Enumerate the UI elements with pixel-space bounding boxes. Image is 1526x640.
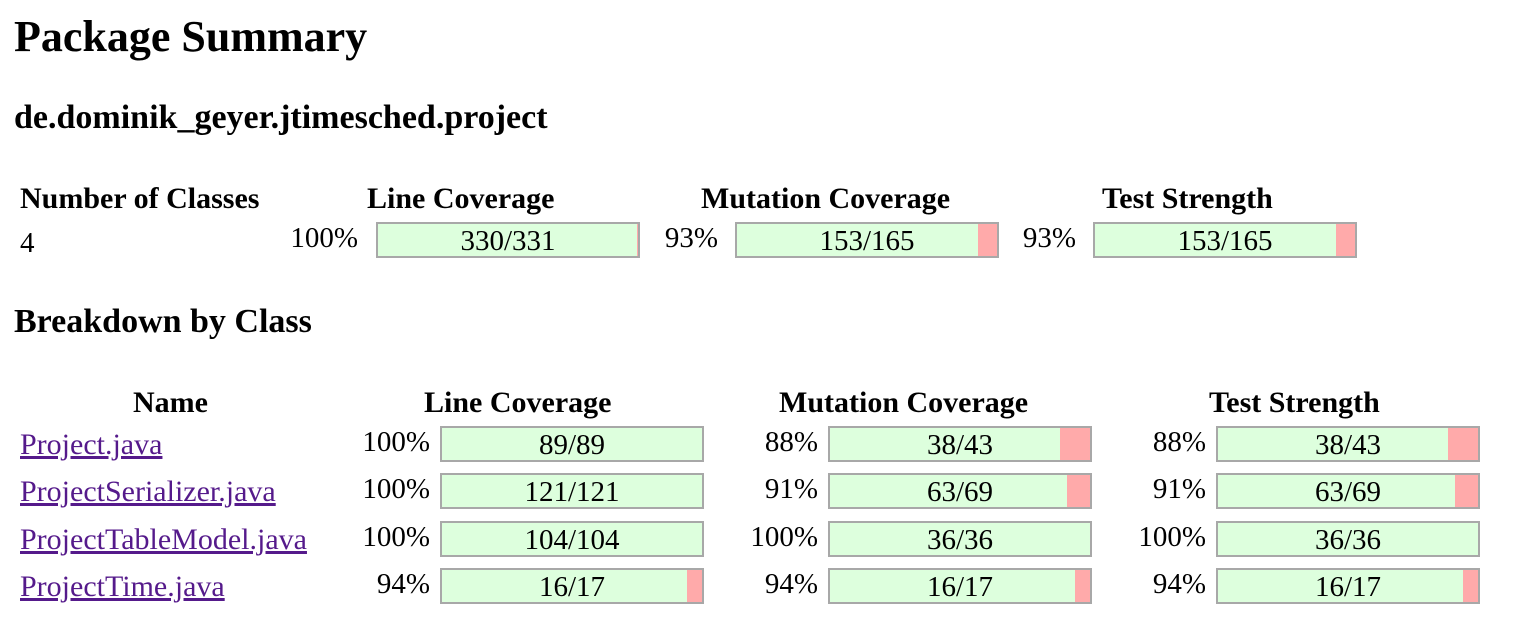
strength-coverage-bar-fill [1218, 570, 1463, 602]
breakdown-header-strength: Test Strength [1209, 386, 1380, 419]
summary-strength-bar: 153/165 [1093, 222, 1357, 258]
strength-coverage-bar: 36/36 [1216, 521, 1480, 557]
mutation-coverage-bar-label: 63/69 [926, 476, 994, 508]
line-coverage-bar-fill [442, 570, 687, 602]
line-coverage-pct: 100% [362, 521, 430, 553]
summary-class-count: 4 [20, 227, 35, 259]
class-link[interactable]: Project.java [20, 428, 163, 461]
mutation-coverage-bar: 36/36 [828, 521, 1092, 557]
summary-header-line: Line Coverage [367, 182, 555, 215]
strength-coverage-bar-label: 38/43 [1314, 429, 1382, 461]
summary-line-bar-fill [378, 224, 638, 256]
mutation-coverage-bar-fill [830, 523, 1090, 555]
class-link[interactable]: ProjectTime.java [20, 570, 225, 603]
line-coverage-pct: 94% [376, 568, 430, 600]
summary-strength-bar-label: 153/165 [1177, 225, 1273, 257]
strength-coverage-bar-label: 36/36 [1314, 524, 1382, 556]
strength-coverage-bar-fill [1218, 475, 1456, 507]
class-link[interactable]: ProjectTableModel.java [20, 523, 307, 556]
line-coverage-bar: 16/17 [440, 568, 704, 604]
strength-coverage-pct: 100% [1138, 521, 1206, 553]
mutation-coverage-pct: 94% [764, 568, 818, 600]
line-coverage-bar-label: 121/121 [524, 476, 620, 508]
summary-line-bar: 330/331 [376, 222, 640, 258]
mutation-coverage-bar-fill [830, 475, 1068, 507]
page-title: Package Summary [14, 12, 368, 61]
strength-coverage-bar-label: 63/69 [1314, 476, 1382, 508]
mutation-coverage-pct: 91% [764, 473, 818, 505]
summary-mutation-pct: 93% [664, 222, 718, 254]
mutation-coverage-bar: 16/17 [828, 568, 1092, 604]
line-coverage-bar-fill [442, 475, 702, 507]
mutation-coverage-bar-fill [830, 428, 1060, 460]
mutation-coverage-bar-label: 36/36 [926, 524, 994, 556]
line-coverage-pct: 100% [362, 426, 430, 458]
summary-strength-pct: 93% [1022, 222, 1076, 254]
line-coverage-bar: 121/121 [440, 473, 704, 509]
strength-coverage-pct: 88% [1152, 426, 1206, 458]
strength-coverage-bar: 63/69 [1216, 473, 1480, 509]
line-coverage-bar-fill [442, 523, 702, 555]
strength-coverage-pct: 94% [1152, 568, 1206, 600]
strength-coverage-bar: 16/17 [1216, 568, 1480, 604]
summary-mutation-bar-fill [737, 224, 979, 256]
summary-header-classes: Number of Classes [20, 182, 260, 215]
mutation-coverage-bar: 38/43 [828, 426, 1092, 462]
line-coverage-bar: 89/89 [440, 426, 704, 462]
mutation-coverage-pct: 100% [750, 521, 818, 553]
mutation-coverage-pct: 88% [764, 426, 818, 458]
strength-coverage-bar-fill [1218, 428, 1448, 460]
summary-header-strength: Test Strength [1102, 182, 1273, 215]
strength-coverage-bar-label: 16/17 [1314, 571, 1382, 603]
mutation-coverage-bar-label: 38/43 [926, 429, 994, 461]
mutation-coverage-bar: 63/69 [828, 473, 1092, 509]
summary-mutation-bar: 153/165 [735, 222, 999, 258]
strength-coverage-bar-fill [1218, 523, 1478, 555]
strength-coverage-pct: 91% [1152, 473, 1206, 505]
line-coverage-bar: 104/104 [440, 521, 704, 557]
line-coverage-bar-label: 16/17 [538, 571, 606, 603]
line-coverage-bar-fill [442, 428, 702, 460]
summary-mutation-bar-label: 153/165 [819, 225, 915, 257]
line-coverage-bar-label: 104/104 [524, 524, 620, 556]
package-name: de.dominik_geyer.jtimesched.project [14, 99, 548, 136]
line-coverage-bar-label: 89/89 [538, 429, 606, 461]
summary-line-bar-label: 330/331 [460, 225, 556, 257]
class-link[interactable]: ProjectSerializer.java [20, 475, 276, 508]
breakdown-header-line: Line Coverage [424, 386, 612, 419]
strength-coverage-bar: 38/43 [1216, 426, 1480, 462]
summary-line-pct: 100% [290, 222, 358, 254]
breakdown-title: Breakdown by Class [14, 303, 312, 340]
summary-header-mutation: Mutation Coverage [701, 182, 951, 215]
mutation-coverage-bar-label: 16/17 [926, 571, 994, 603]
line-coverage-pct: 100% [362, 473, 430, 505]
breakdown-header-mutation: Mutation Coverage [779, 386, 1029, 419]
summary-strength-bar-fill [1095, 224, 1337, 256]
mutation-coverage-bar-fill [830, 570, 1075, 602]
breakdown-header-name: Name [133, 386, 208, 419]
